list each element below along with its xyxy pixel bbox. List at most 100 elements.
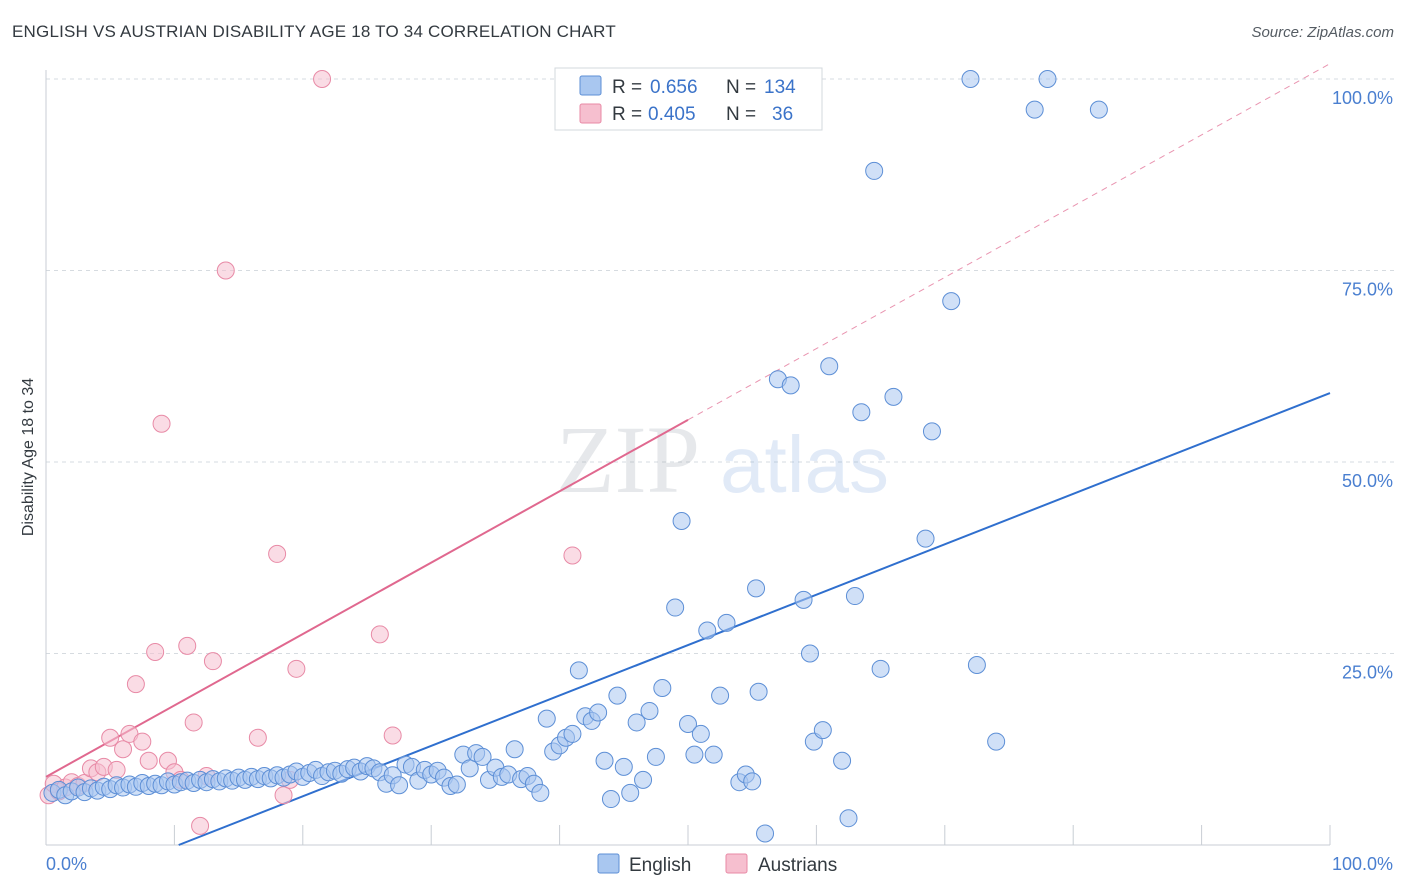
english-point bbox=[646, 747, 665, 766]
english-point bbox=[743, 772, 762, 791]
legend-r-label-english: R = bbox=[612, 77, 642, 98]
english-point bbox=[839, 809, 858, 828]
english-points bbox=[43, 70, 1108, 843]
legend-n-value-english: 134 bbox=[764, 77, 796, 98]
english-point bbox=[704, 745, 723, 764]
legend-r-value-english: 0.656 bbox=[650, 77, 698, 98]
austrians-point bbox=[370, 625, 389, 644]
austrians-point bbox=[274, 786, 293, 805]
austrians-point bbox=[191, 816, 210, 835]
austrians-point bbox=[216, 261, 235, 280]
austrians-point bbox=[139, 751, 158, 770]
series-legend: English Austrians bbox=[597, 853, 837, 876]
english-point bbox=[961, 70, 980, 88]
english-point bbox=[922, 422, 941, 441]
austrians-point bbox=[268, 544, 287, 563]
english-point bbox=[595, 751, 614, 770]
austrians-point bbox=[313, 70, 332, 88]
y-axis-label: Disability Age 18 to 34 bbox=[20, 378, 37, 536]
bottom-legend-swatch-english bbox=[597, 853, 620, 874]
austrians-point bbox=[101, 728, 120, 747]
legend-r-value-austrians: 0.405 bbox=[648, 104, 696, 125]
austrians-point bbox=[287, 659, 306, 678]
english-point bbox=[460, 759, 479, 778]
english-point bbox=[608, 686, 627, 705]
english-point bbox=[747, 579, 766, 598]
english-point bbox=[621, 783, 640, 802]
english-point bbox=[756, 824, 775, 843]
y-tick-label-50: 50.0% bbox=[1342, 471, 1393, 491]
english-point bbox=[781, 376, 800, 395]
english-point bbox=[717, 613, 736, 632]
watermark: ZIP atlas bbox=[556, 406, 889, 513]
english-point bbox=[698, 621, 717, 640]
watermark-atlas: atlas bbox=[720, 420, 889, 509]
legend-n-label-austrians: N = bbox=[726, 104, 756, 125]
english-point bbox=[749, 682, 768, 701]
english-point bbox=[672, 511, 691, 530]
austrians-trend-line bbox=[45, 418, 689, 778]
english-point bbox=[390, 776, 409, 795]
english-point bbox=[634, 770, 653, 789]
watermark-zip: ZIP bbox=[556, 406, 700, 513]
x-tick-label-min: 0.0% bbox=[46, 854, 87, 874]
austrians-point bbox=[114, 740, 133, 759]
bottom-legend-austrians: Austrians bbox=[758, 855, 837, 876]
austrians-point bbox=[152, 414, 171, 433]
austrians-point bbox=[146, 642, 165, 661]
english-point bbox=[691, 724, 710, 743]
english-point bbox=[666, 598, 685, 617]
english-point bbox=[531, 783, 550, 802]
english-point bbox=[871, 659, 890, 678]
english-point bbox=[865, 161, 884, 180]
austrians-point bbox=[107, 760, 126, 779]
legend-swatch-english bbox=[579, 75, 602, 96]
english-point bbox=[569, 661, 588, 680]
english-point bbox=[640, 701, 659, 720]
english-point bbox=[505, 740, 524, 759]
english-point bbox=[1038, 70, 1057, 88]
correlation-legend: R = 0.656 N = 134 R = 0.405 N = 36 bbox=[554, 67, 823, 131]
english-point bbox=[967, 655, 986, 674]
english-point bbox=[653, 678, 672, 697]
y-tick-label-75: 75.0% bbox=[1342, 280, 1393, 300]
austrians-point bbox=[563, 546, 582, 565]
english-point bbox=[563, 724, 582, 743]
english-point bbox=[473, 747, 492, 766]
austrians-point bbox=[184, 713, 203, 732]
english-point bbox=[916, 529, 935, 548]
english-point bbox=[942, 292, 961, 311]
austrians-point bbox=[203, 652, 222, 671]
x-axis-ticks bbox=[173, 825, 1331, 845]
english-point bbox=[589, 703, 608, 722]
english-point bbox=[614, 757, 633, 776]
english-point bbox=[685, 745, 704, 764]
y-tick-label-25: 25.0% bbox=[1342, 663, 1393, 683]
austrians-trend-extension bbox=[687, 63, 1331, 421]
legend-swatch-austrians bbox=[579, 103, 602, 124]
english-point bbox=[852, 403, 871, 422]
austrians-point bbox=[126, 675, 145, 694]
english-point bbox=[794, 590, 813, 609]
english-point bbox=[845, 587, 864, 606]
english-point bbox=[627, 713, 646, 732]
austrians-point bbox=[383, 726, 402, 745]
y-tick-label-100: 100.0% bbox=[1332, 88, 1393, 108]
legend-n-value-austrians: 36 bbox=[772, 104, 793, 125]
english-point bbox=[884, 387, 903, 406]
english-point bbox=[711, 686, 730, 705]
legend-r-label-austrians: R = bbox=[612, 104, 642, 125]
english-point bbox=[1025, 100, 1044, 119]
gridlines bbox=[46, 78, 1394, 654]
bottom-legend-english: English bbox=[629, 855, 691, 876]
english-point bbox=[1089, 100, 1108, 119]
english-point bbox=[537, 709, 556, 728]
english-point bbox=[987, 732, 1006, 751]
legend-n-label-english: N = bbox=[726, 77, 756, 98]
austrians-point bbox=[133, 732, 152, 751]
y-tick-labels: 25.0% 50.0% 75.0% 100.0% bbox=[1332, 88, 1393, 683]
english-point bbox=[679, 714, 697, 733]
bottom-legend-swatch-austrians bbox=[725, 853, 748, 874]
english-point bbox=[447, 775, 466, 794]
